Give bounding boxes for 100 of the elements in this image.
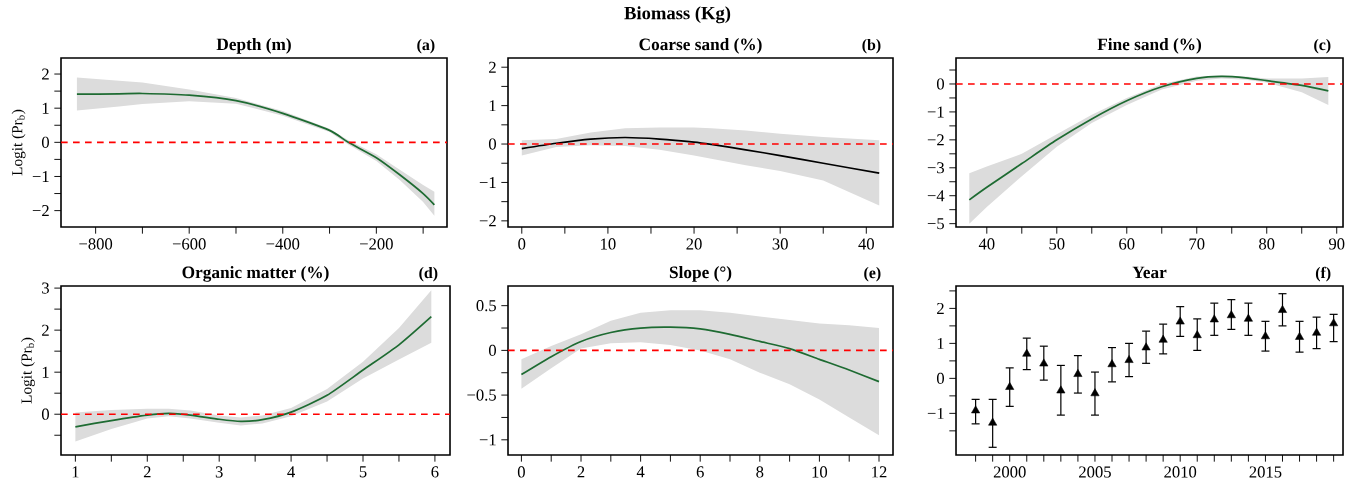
y-axis-title: Logit (Pr$_{b}$) — [20, 337, 35, 404]
point — [1278, 305, 1287, 313]
point — [1243, 313, 1253, 322]
y-tick-label: 3 — [42, 282, 49, 294]
y-tick-label: 0.5 — [476, 300, 496, 312]
x-tick-label: 6 — [431, 466, 439, 478]
point — [1175, 316, 1185, 325]
y-tick-label: 2 — [489, 61, 496, 73]
x-tick-label: −600 — [172, 238, 206, 250]
y-tick-label: 2 — [937, 302, 944, 314]
y-tick-label: 0 — [488, 138, 497, 150]
x-tick-label: 30 — [772, 238, 788, 250]
x-tick-label: 3 — [215, 466, 223, 478]
x-tick-label: −400 — [266, 238, 300, 250]
y-tick-label: −2 — [479, 215, 496, 227]
y-tick-label: −1 — [927, 407, 944, 419]
line-series — [520, 326, 880, 383]
x-tick-label: 20 — [686, 238, 702, 250]
x-tick-label: 60 — [1119, 238, 1135, 250]
chart-title: Depth (m) — [216, 38, 291, 54]
y-tick-label: −1 — [479, 176, 496, 188]
point — [1124, 355, 1134, 363]
x-tick-label: 2 — [577, 466, 585, 478]
x-tick-label: 2015 — [1249, 466, 1282, 478]
y-tick-label: −5 — [927, 218, 944, 230]
x-tick-label: 10 — [812, 466, 828, 478]
text: (d) — [419, 266, 438, 282]
x-tick-label: −800 — [79, 238, 113, 250]
y-tick-label: 1 — [489, 100, 496, 112]
point — [1312, 327, 1322, 336]
x-tick-label: 1 — [72, 466, 79, 478]
x-tick-label: 8 — [756, 466, 764, 478]
line-series — [74, 315, 433, 428]
x-tick-label: 70 — [1189, 238, 1205, 250]
point — [1005, 382, 1015, 390]
y-tick-label: 1 — [937, 337, 944, 349]
text: (a) — [417, 38, 435, 54]
x-tick-label: 10 — [601, 238, 616, 250]
x-tick-label: 80 — [1259, 238, 1275, 250]
x-tick-label: 2 — [143, 466, 151, 478]
y-tick-label: 0 — [936, 78, 945, 90]
y-tick-label: 0 — [41, 136, 50, 148]
x-tick-label: 5 — [359, 466, 367, 478]
x-tick-label: 2005 — [1079, 466, 1111, 478]
line-series — [76, 92, 436, 206]
point — [1158, 334, 1168, 343]
chart-title: Organic matter (%) — [182, 266, 329, 282]
x-tick-label: 0 — [518, 238, 526, 250]
chart-title: Fine sand (%) — [1097, 38, 1202, 54]
text: Biomass (Kg) — [624, 6, 731, 24]
y-tick-label: −2 — [927, 134, 944, 146]
point — [971, 405, 981, 414]
point — [1039, 358, 1049, 367]
point — [1141, 342, 1151, 351]
point — [1261, 331, 1270, 340]
y-tick-label: −1 — [927, 106, 944, 118]
y-tick-label: 0 — [488, 344, 497, 356]
point — [1192, 330, 1202, 338]
x-tick-label: −200 — [360, 238, 393, 250]
y-tick-label: 0 — [936, 372, 945, 384]
point — [1209, 314, 1219, 323]
point — [1022, 348, 1032, 357]
y-tick-label: 1 — [42, 102, 49, 114]
text: (f) — [1315, 266, 1331, 282]
x-tick-label: 90 — [1328, 238, 1345, 250]
x-tick-label: 12 — [872, 466, 887, 478]
y-tick-label: −1 — [32, 170, 49, 182]
line-series — [520, 136, 881, 175]
point — [1329, 318, 1339, 327]
x-tick-label: 4 — [636, 466, 645, 478]
y-tick-label: 0 — [41, 408, 49, 420]
chart-title: Year — [1132, 266, 1167, 279]
point — [1295, 332, 1304, 340]
point — [1107, 359, 1117, 368]
point — [988, 417, 998, 426]
y-tick-label: −1 — [479, 434, 496, 446]
y-tick-label: −4 — [927, 190, 945, 202]
y-tick-label: 1 — [42, 366, 49, 378]
y-axis-title: Logit (Pr$_{b}$) — [11, 109, 26, 176]
y-tick-label: −3 — [927, 162, 944, 174]
text: (b) — [862, 38, 881, 54]
x-tick-label: 2000 — [993, 466, 1026, 478]
x-tick-label: 4 — [287, 466, 295, 478]
x-tick-label: 0 — [517, 466, 525, 478]
x-tick-label: 2010 — [1164, 466, 1197, 478]
point — [1073, 369, 1083, 377]
chart-title: Slope (°) — [669, 266, 732, 282]
point — [1226, 310, 1236, 319]
y-tick-label: −2 — [32, 205, 49, 217]
x-tick-label: 40 — [858, 238, 874, 250]
chart-title: Coarse sand (%) — [639, 38, 762, 54]
text: (c) — [1314, 38, 1331, 54]
point — [1090, 388, 1100, 397]
text: (e) — [864, 266, 881, 282]
x-tick-label: 50 — [1049, 238, 1065, 250]
y-tick-label: 2 — [42, 324, 49, 336]
x-tick-label: 40 — [978, 238, 995, 250]
y-tick-label: 2 — [42, 68, 49, 80]
point — [1056, 385, 1066, 394]
line-series — [968, 75, 1330, 201]
